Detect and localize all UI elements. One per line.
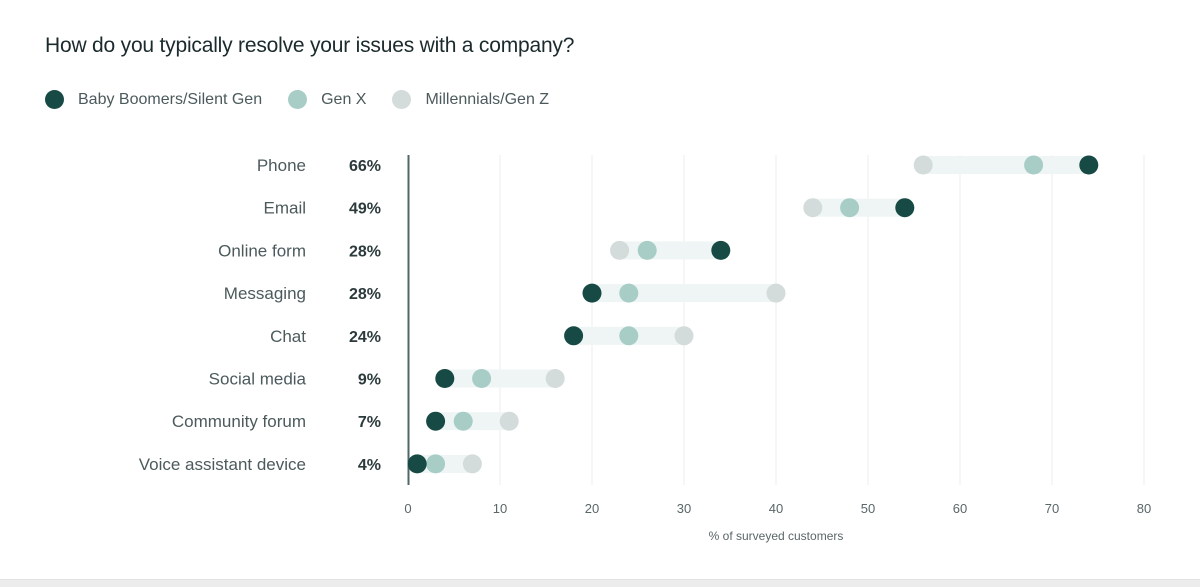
total-label: 66% (349, 158, 381, 175)
legend-swatch-millennials (392, 90, 412, 109)
x-tick-label: 70 (1045, 501, 1059, 516)
legend-label-millennials: Millennials/Gen Z (425, 90, 550, 108)
data-point (426, 411, 446, 431)
total-label: 24% (349, 329, 381, 346)
total-label: 28% (349, 286, 381, 303)
category-label: Chat (270, 327, 306, 346)
chart-title: How do you typically resolve your issues… (45, 34, 575, 57)
legend-item-genx: Gen X (288, 90, 366, 109)
x-tick-label: 50 (861, 501, 875, 516)
total-label: 49% (349, 201, 381, 218)
x-tick-label: 80 (1137, 501, 1151, 516)
x-tick-label: 30 (677, 501, 691, 516)
data-point (711, 240, 731, 260)
category-label: Online form (218, 241, 306, 260)
x-tick-label: 60 (953, 501, 967, 516)
data-point (435, 369, 455, 388)
category-label: Email (263, 199, 306, 218)
data-point (766, 283, 786, 303)
category-label: Messaging (224, 284, 306, 303)
data-point (545, 369, 565, 388)
total-label: 7% (358, 414, 381, 431)
data-point (913, 155, 933, 175)
range-bars (417, 156, 1089, 473)
data-point (840, 198, 860, 218)
data-point (895, 198, 915, 218)
x-tick-label: 0 (404, 501, 411, 516)
x-tick-label: 40 (769, 501, 783, 516)
category-label: Voice assistant device (139, 455, 306, 474)
legend-swatch-boomers (45, 90, 64, 109)
data-point (407, 454, 427, 474)
legend-item-millennials: Millennials/Gen Z (392, 90, 549, 109)
footer-divider (0, 579, 1200, 587)
x-tick-label: 10 (493, 501, 507, 516)
total-label: 9% (358, 372, 381, 389)
legend: Baby Boomers/Silent Gen Gen X Millennial… (45, 90, 575, 109)
legend-swatch-genx (288, 90, 308, 109)
range-bar (619, 241, 721, 260)
data-points (407, 155, 1099, 474)
category-label: Community forum (172, 412, 306, 431)
range-bar (923, 156, 1089, 174)
data-point (1079, 155, 1099, 175)
x-tick-label: 20 (585, 501, 599, 516)
data-point (426, 454, 446, 474)
data-point (472, 369, 492, 388)
category-label: Social media (209, 370, 307, 389)
data-point (564, 326, 584, 346)
category-labels: Phone 66% Email 49% Online form 28% Messaging 2… (139, 156, 381, 474)
range-bar (592, 284, 776, 303)
x-tick-labels: 0 10 20 30 40 50 60 70 80 (404, 501, 1151, 516)
data-point (453, 411, 473, 431)
data-point (582, 283, 602, 303)
range-bar (444, 369, 556, 388)
legend-item-boomers: Baby Boomers/Silent Gen (45, 90, 262, 109)
data-point (619, 283, 639, 303)
total-label: 28% (349, 243, 381, 260)
total-label: 4% (358, 457, 381, 474)
legend-label-boomers: Baby Boomers/Silent Gen (78, 90, 263, 108)
data-point (499, 411, 519, 431)
data-point (803, 198, 823, 218)
legend-label-genx: Gen X (321, 90, 367, 108)
data-point (674, 326, 694, 346)
category-label: Phone (257, 156, 306, 175)
data-point (619, 326, 639, 346)
data-point (462, 454, 482, 474)
data-point (610, 240, 630, 260)
data-point (637, 240, 657, 260)
x-axis-title: % of surveyed customers (709, 529, 844, 543)
data-point (1024, 155, 1044, 175)
